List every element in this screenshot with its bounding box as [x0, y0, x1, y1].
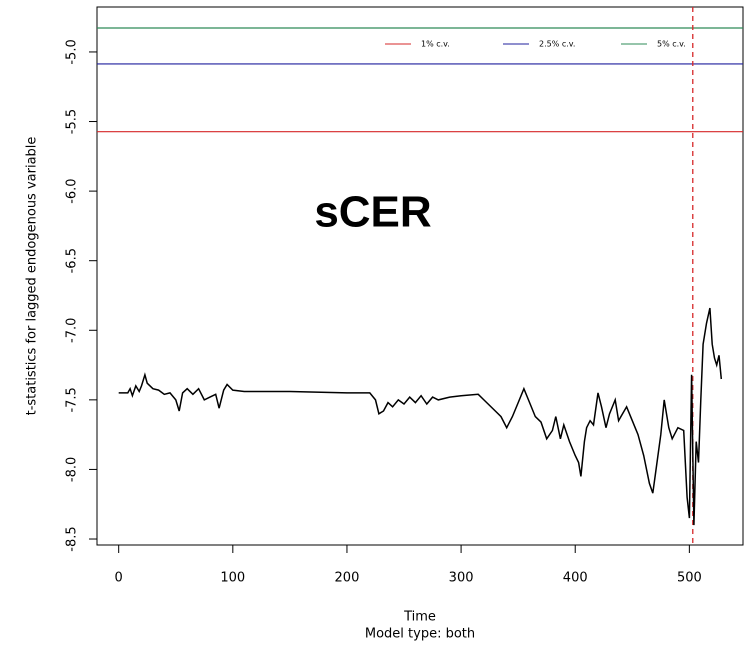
- y-tick-label: -5.0: [65, 39, 80, 64]
- x-axis-label: Time: [403, 610, 436, 625]
- y-tick-label: -8.5: [65, 526, 80, 551]
- x-tick-label: 200: [335, 571, 360, 586]
- x-tick-label: 100: [220, 571, 245, 586]
- x-tick-label: 300: [449, 571, 474, 586]
- y-tick-label: -7.5: [65, 387, 80, 412]
- y-tick-label: -6.0: [65, 178, 80, 203]
- x-tick-label: 400: [563, 571, 588, 586]
- legend-label: 1% c.v.: [421, 40, 450, 49]
- y-tick-label: -7.0: [65, 318, 80, 343]
- legend-label: 5% c.v.: [657, 40, 686, 49]
- annotation: sCER: [314, 188, 431, 237]
- subtitle: Model type: both: [365, 627, 475, 642]
- x-tick-label: 500: [677, 571, 702, 586]
- y-tick-label: -5.5: [65, 109, 80, 134]
- plot-box: [96, 6, 744, 546]
- y-axis-label: t-statistics for lagged endogenous varia…: [25, 137, 40, 416]
- x-tick-label: 0: [115, 571, 123, 586]
- y-tick-label: -8.0: [65, 457, 80, 482]
- data-line: [118, 307, 723, 526]
- y-tick-label: -6.5: [65, 248, 80, 273]
- legend-label: 2.5% c.v.: [539, 40, 575, 49]
